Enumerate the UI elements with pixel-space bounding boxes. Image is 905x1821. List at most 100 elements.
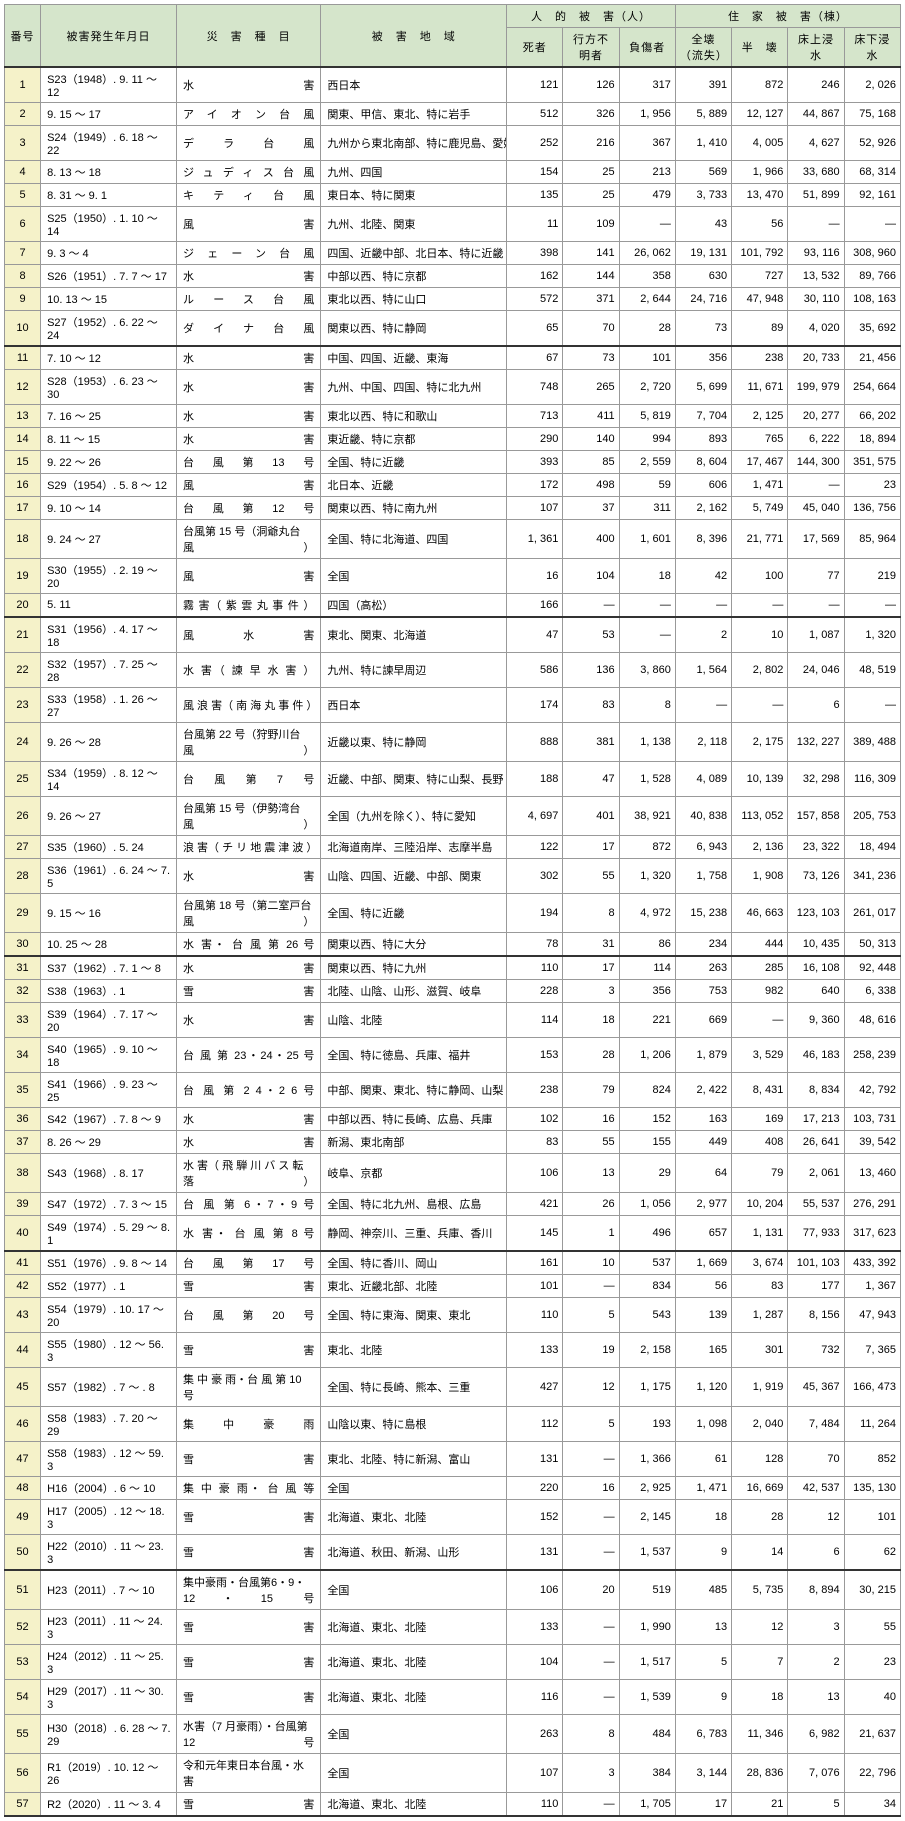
row-missing: 19 [563,1333,619,1368]
row-date: R2（2020）. 11 〜 3. 4 [41,1793,177,1817]
row-h2: 89 [732,311,788,347]
row-h1: 1, 669 [675,1251,731,1275]
row-missing: 16 [563,1108,619,1131]
row-h1: 569 [675,161,731,184]
row-num: 52 [5,1610,41,1645]
row-date: 8. 13 〜 18 [41,161,177,184]
row-h2: 1, 471 [732,474,788,497]
row-missing: 8 [563,894,619,933]
row-date: R1（2019）. 10. 12 〜 26 [41,1754,177,1793]
row-h1: 485 [675,1570,731,1610]
row-injured: 1, 320 [619,859,675,894]
row-h4: 62 [844,1535,900,1571]
row-missing: 5 [563,1407,619,1442]
row-injured: 1, 366 [619,1442,675,1477]
row-dead: 174 [507,688,563,723]
row-h2: 2, 802 [732,653,788,688]
row-h1: 9 [675,1535,731,1571]
row-h3: 2, 061 [788,1154,844,1193]
row-type: アイオン台風 [176,103,320,126]
row-h3: 42, 537 [788,1477,844,1500]
row-num: 33 [5,1003,41,1038]
row-area: 西日本 [321,67,507,103]
row-h3: 101, 103 [788,1251,844,1275]
row-type: 雪害 [176,1793,320,1817]
row-dead: 263 [507,1715,563,1754]
row-type: 霧 害（ 紫 雲 丸 事 件 ） [176,594,320,618]
table-row: 51H23（2011）. 7 〜 10集中豪雨・台風第6・9・12・15 号全国… [5,1570,901,1610]
row-h3: 55, 537 [788,1193,844,1216]
row-dead: 116 [507,1680,563,1715]
table-row: 378. 26 〜 29水害新潟、東北南部835515544940826, 64… [5,1131,901,1154]
row-h3: 7, 076 [788,1754,844,1793]
row-num: 5 [5,184,41,207]
row-missing: 73 [563,346,619,370]
row-injured: 101 [619,346,675,370]
row-h4: 852 [844,1442,900,1477]
row-type: ジェーン台風 [176,242,320,265]
row-type: 雪害 [176,1610,320,1645]
row-date: S49（1974）. 5. 29 〜 8. 1 [41,1216,177,1252]
row-missing: — [563,1793,619,1817]
table-row: 57R2（2020）. 11 〜 3. 4雪害北海道、東北、北陸110—1, 7… [5,1793,901,1817]
row-date: S58（1983）. 7. 20 〜 29 [41,1407,177,1442]
row-missing: 5 [563,1298,619,1333]
row-num: 37 [5,1131,41,1154]
row-h2: 238 [732,346,788,370]
row-missing: 25 [563,184,619,207]
row-h3: 732 [788,1333,844,1368]
row-h1: 234 [675,933,731,957]
row-area: 全国（九州を除く）、特に愛知 [321,797,507,836]
row-area: 全国、特に東海、関東、東北 [321,1298,507,1333]
row-h3: 13 [788,1680,844,1715]
row-date: S30（1955）. 2. 19 〜 20 [41,559,177,594]
row-area: 北海道、東北、北陸 [321,1793,507,1817]
header-date: 被害発生年月日 [41,5,177,68]
row-h3: 123, 103 [788,894,844,933]
row-injured: 1, 539 [619,1680,675,1715]
row-h4: 22, 796 [844,1754,900,1793]
row-num: 1 [5,67,41,103]
row-num: 6 [5,207,41,242]
table-row: 45S57（1982）. 7 〜 . 8集 中 豪 雨・台 風 第 10 号全国… [5,1368,901,1407]
row-h4: 40 [844,1680,900,1715]
row-injured: 484 [619,1715,675,1754]
row-num: 16 [5,474,41,497]
row-h2: 79 [732,1154,788,1193]
row-injured: 1, 175 [619,1368,675,1407]
table-row: 12S28（1953）. 6. 23 〜 30水害九州、中国、四国、特に北九州7… [5,370,901,405]
row-missing: 55 [563,859,619,894]
row-date: S39（1964）. 7. 17 〜 20 [41,1003,177,1038]
row-area: 東北、近畿北部、北陸 [321,1275,507,1298]
row-h2: 7 [732,1645,788,1680]
table-row: 32S38（1963）. 1雪害北陸、山陰、山形、滋賀、岐阜2283356753… [5,980,901,1003]
row-h4: — [844,688,900,723]
row-h2: 101, 792 [732,242,788,265]
row-type: 台 風 第 6・7・9 号 [176,1193,320,1216]
table-row: 50H22（2010）. 11 〜 23. 3雪害北海道、秋田、新潟、山形131… [5,1535,901,1571]
row-date: 8. 31 〜 9. 1 [41,184,177,207]
row-date: S41（1966）. 9. 23 〜 25 [41,1073,177,1108]
row-h1: 1, 879 [675,1038,731,1073]
row-h4: 433, 392 [844,1251,900,1275]
row-h4: 108, 163 [844,288,900,311]
row-dead: 131 [507,1442,563,1477]
row-missing: 53 [563,617,619,653]
row-h1: 5, 699 [675,370,731,405]
row-dead: 107 [507,497,563,520]
row-h3: 2 [788,1645,844,1680]
row-num: 13 [5,405,41,428]
row-h4: 55 [844,1610,900,1645]
row-h1: 3, 733 [675,184,731,207]
row-area: 九州から東北南部、特に鹿児島、愛媛 [321,126,507,161]
row-type: 水害 [176,428,320,451]
disaster-table: 番号 被害発生年月日 災 害 種 目 被 害 地 域 人 的 被 害（人） 住 … [4,4,901,1817]
row-area: 岐阜、京都 [321,1154,507,1193]
row-injured: 1, 056 [619,1193,675,1216]
row-missing: 25 [563,161,619,184]
row-dead: 83 [507,1131,563,1154]
row-h3: 6, 222 [788,428,844,451]
row-h1: 6, 783 [675,1715,731,1754]
row-h4: 21, 456 [844,346,900,370]
row-h4: 258, 239 [844,1038,900,1073]
